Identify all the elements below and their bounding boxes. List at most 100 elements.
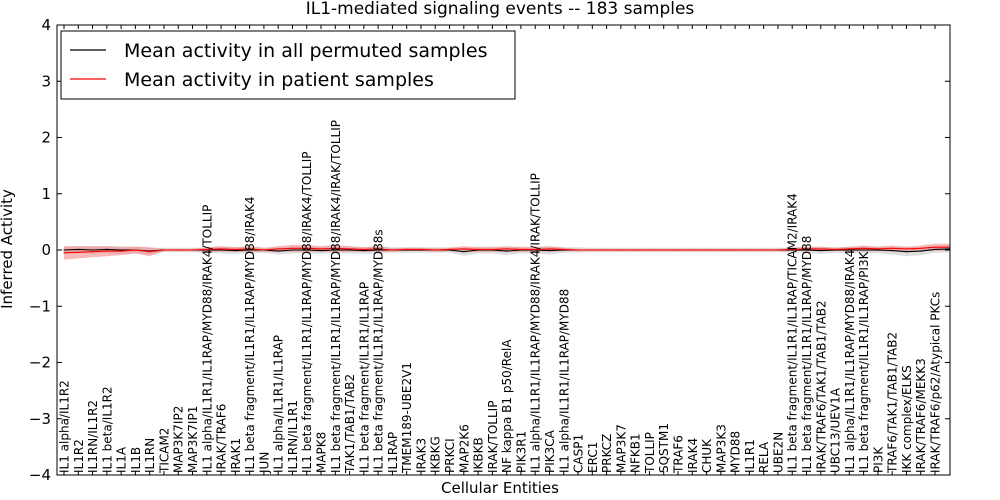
xtick-label-44: IRAK4 bbox=[686, 438, 700, 473]
point-s1-36 bbox=[577, 249, 579, 251]
xtick-label-40: NFKB1 bbox=[629, 433, 643, 473]
point-s1-55 bbox=[848, 248, 850, 250]
point-s1-10 bbox=[206, 248, 208, 250]
xtick-label-59: IKK complex/ELKS bbox=[900, 365, 914, 473]
point-s0-13 bbox=[249, 249, 251, 251]
xtick-label-38: PRKCZ bbox=[600, 434, 614, 473]
xtick-label-28: MAP2K6 bbox=[457, 424, 471, 473]
xtick-label-29: IKBKB bbox=[472, 437, 486, 473]
point-s1-33 bbox=[534, 248, 536, 250]
ytick-label-1: 3 bbox=[41, 72, 51, 90]
xtick-label-27: PRKCI bbox=[443, 438, 457, 473]
point-s0-31 bbox=[506, 250, 508, 252]
ytick-label-8: −4 bbox=[29, 466, 51, 484]
point-s1-28 bbox=[463, 248, 465, 250]
xtick-label-14: JUN bbox=[257, 452, 271, 474]
point-s0-57 bbox=[877, 249, 879, 251]
point-s1-6 bbox=[149, 251, 151, 253]
point-s0-15 bbox=[277, 250, 279, 252]
ytick-label-3: 1 bbox=[41, 185, 51, 203]
point-s1-51 bbox=[791, 248, 793, 250]
plot-frame bbox=[56, 24, 951, 476]
xtick-label-4: IL1A bbox=[115, 446, 129, 473]
xtick-label-46: MAP3K3 bbox=[714, 424, 728, 473]
xtick-label-22: IL1 beta fragment/IL1R1/IL1RAP/MYD88s bbox=[372, 229, 386, 473]
xtick-label-19: IL1 beta fragment/IL1R1/IL1RAP/MYD88/IRA… bbox=[329, 120, 343, 473]
point-s1-57 bbox=[877, 248, 879, 250]
xtick-label-35: IL1 alpha/IL1R1/IL1RAP/MYD88 bbox=[557, 289, 571, 473]
confidence-bands bbox=[64, 243, 950, 260]
point-s0-16 bbox=[291, 249, 294, 251]
point-s1-53 bbox=[820, 248, 822, 250]
point-s1-48 bbox=[748, 249, 751, 251]
point-s1-15 bbox=[277, 248, 279, 250]
point-s0-20 bbox=[349, 249, 351, 251]
point-s0-58 bbox=[891, 250, 893, 252]
xtick-label-12: IRAK1 bbox=[229, 438, 243, 473]
xtick-label-24: TMEM189-UBE2V1 bbox=[400, 362, 414, 474]
point-s1-52 bbox=[805, 248, 808, 250]
point-s1-61 bbox=[934, 246, 936, 248]
xtick-label-42: SQSTM1 bbox=[657, 423, 671, 473]
point-s1-40 bbox=[634, 249, 636, 251]
point-s1-46 bbox=[720, 249, 722, 251]
point-s1-20 bbox=[349, 248, 351, 250]
point-s1-50 bbox=[777, 249, 779, 251]
y-axis: 4 3 2 1 0 −1 −2 −3 −4 bbox=[29, 16, 950, 484]
xtick-label-53: IRAK/TRAF6/TAK1/TAB1/TAB2 bbox=[814, 300, 828, 473]
ytick-label-2: 2 bbox=[41, 129, 51, 147]
xtick-label-50: UBE2N bbox=[771, 432, 785, 473]
point-s0-3 bbox=[106, 248, 108, 250]
xtick-label-30: IRAK/TOLLIP bbox=[486, 401, 500, 473]
xtick-label-3: IL1 beta/IL1R2 bbox=[100, 386, 114, 473]
xtick-label-37: ERC1 bbox=[586, 442, 600, 473]
point-s0-34 bbox=[548, 250, 551, 252]
xtick-label-54: UBC13/UEV1A bbox=[829, 387, 843, 473]
x-axis: IL1 alpha/IL1R2 IL1R2 IL1RN/IL1R2 IL1 beta/… bbox=[58, 25, 943, 475]
point-s0-52 bbox=[805, 249, 808, 251]
xtick-label-36: CASP1 bbox=[572, 434, 586, 473]
xtick-label-31: NF kappa B1 p50/RelA bbox=[500, 339, 514, 473]
legend-box bbox=[60, 30, 516, 100]
point-s1-37 bbox=[591, 249, 593, 251]
point-s1-24 bbox=[406, 248, 408, 250]
point-s1-7 bbox=[163, 249, 165, 251]
xtick-label-57: PI3K bbox=[871, 446, 885, 473]
point-s1-17 bbox=[306, 247, 308, 249]
xtick-label-61: IRAK/TRAF6/p62/Atypical PKCs bbox=[929, 292, 943, 473]
point-s1-5 bbox=[134, 249, 136, 251]
point-s1-13 bbox=[249, 248, 251, 250]
point-s1-14 bbox=[263, 249, 265, 251]
point-s1-29 bbox=[477, 248, 479, 250]
xtick-label-60: IRAK/TRAF6/MEKK3 bbox=[914, 358, 928, 473]
xtick-label-33: IL1 alpha/IL1R1/IL1RAP/MYD88/IRAK4/IRAK/… bbox=[529, 173, 543, 473]
xtick-label-8: MAP3K7IP2 bbox=[172, 406, 186, 473]
xtick-label-34: PIK3CA bbox=[543, 429, 557, 473]
point-s1-9 bbox=[191, 249, 194, 251]
xtick-label-5: IL1B bbox=[129, 447, 143, 473]
xtick-label-26: IKBKG bbox=[429, 436, 443, 473]
xtick-label-17: IL1 beta fragment/IL1R1/IL1RAP/MYD88/IRA… bbox=[300, 152, 314, 473]
point-s0-1 bbox=[77, 248, 79, 250]
point-s0-60 bbox=[920, 250, 922, 252]
point-s1-47 bbox=[734, 249, 736, 251]
xtick-label-32: PIK3R1 bbox=[514, 431, 528, 473]
xtick-label-10: IL1 alpha/IL1R1/IL1RAP/MYD88/IRAK4/TOLLI… bbox=[200, 205, 214, 473]
point-s1-59 bbox=[905, 248, 908, 250]
y-axis-label: Inferred Activity bbox=[0, 189, 16, 309]
point-s1-11 bbox=[220, 248, 222, 250]
xtick-label-58: TRAF6/TAK1/TAB1/TAB2 bbox=[886, 332, 900, 474]
x-axis-label: Cellular Entities bbox=[441, 479, 559, 497]
xtick-label-7: TICAM2 bbox=[158, 428, 172, 474]
point-s1-4 bbox=[120, 250, 122, 252]
point-s1-0 bbox=[63, 252, 65, 254]
point-s0-21 bbox=[363, 250, 365, 252]
xtick-label-21: IL1 beta fragment/IL1R1/IL1RAP bbox=[357, 282, 371, 473]
xtick-label-13: IL1 beta fragment/IL1R1/IL1RAP/MYD88/IRA… bbox=[243, 196, 257, 473]
xtick-label-9: MAP3K7IP1 bbox=[186, 406, 200, 473]
point-s1-23 bbox=[391, 249, 393, 251]
point-s1-16 bbox=[291, 247, 294, 249]
xtick-label-48: IL1R1 bbox=[743, 439, 757, 473]
point-s1-43 bbox=[677, 249, 679, 251]
legend-label-patient: Mean activity in patient samples bbox=[124, 69, 434, 91]
